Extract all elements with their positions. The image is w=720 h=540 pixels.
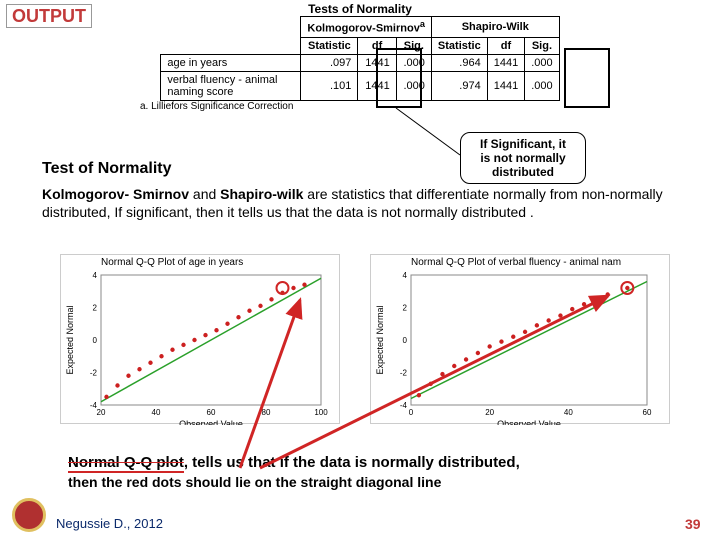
svg-text:20: 20 — [485, 408, 494, 417]
qq-plot-heading: Normal Q-Q plot, tells us that if the da… — [68, 454, 520, 471]
svg-text:Observed Value: Observed Value — [179, 419, 243, 425]
svg-text:-2: -2 — [90, 369, 98, 378]
svg-text:40: 40 — [152, 408, 161, 417]
svg-text:100: 100 — [314, 408, 328, 417]
svg-text:40: 40 — [564, 408, 573, 417]
sig-highlight-box — [376, 48, 422, 108]
svg-text:-2: -2 — [400, 369, 408, 378]
significance-callout: If Significant, it is not normally distr… — [460, 132, 586, 184]
svg-text:0: 0 — [403, 336, 408, 345]
svg-text:4: 4 — [403, 271, 408, 280]
normality-table-wrap: Tests of Normality Kolmogorov-Smirnova S… — [110, 2, 610, 112]
svg-text:Observed Value: Observed Value — [497, 419, 561, 425]
svg-text:80: 80 — [262, 408, 271, 417]
svg-text:0: 0 — [409, 408, 414, 417]
qq-plot-fluency: Normal Q-Q Plot of verbal fluency - anim… — [370, 254, 670, 424]
output-label: OUTPUT — [6, 4, 92, 28]
qq-plot-age: Normal Q-Q Plot of age in years 20406080… — [60, 254, 340, 424]
chart2-svg: 0 20 40 60 -4 -2 0 2 4 Expected Normal Observed Va… — [371, 255, 671, 425]
svg-text:-4: -4 — [400, 401, 408, 410]
svg-text:4: 4 — [93, 271, 98, 280]
svg-text:Expected Normal: Expected Normal — [375, 305, 385, 374]
table-row: verbal fluency - animal naming score.101… — [161, 71, 559, 100]
svg-text:0: 0 — [93, 336, 98, 345]
qq-plot-body-line2: then the red dots should lie on the stra… — [68, 474, 688, 490]
svg-text:60: 60 — [207, 408, 216, 417]
chart1-svg: 20 40 60 80 100 -4 -2 0 2 4 Expected Normal Observe… — [61, 255, 341, 425]
svg-text:-4: -4 — [90, 401, 98, 410]
university-logo — [12, 498, 46, 532]
svg-text:60: 60 — [643, 408, 652, 417]
footer-author: Negussie D., 2012 — [56, 516, 163, 531]
page-number: 39 — [685, 516, 701, 532]
svg-text:Expected Normal: Expected Normal — [65, 305, 75, 374]
table-footnote: a. Lilliefors Significance Correction — [140, 101, 610, 112]
svg-text:2: 2 — [403, 304, 408, 313]
svg-text:2: 2 — [93, 304, 98, 313]
table-title: Tests of Normality — [110, 2, 610, 16]
normality-table: Kolmogorov-Smirnova Shapiro-Wilk Statist… — [160, 16, 559, 101]
col-group-ks: Kolmogorov-Smirnova — [301, 17, 432, 38]
col-group-sw: Shapiro-Wilk — [431, 17, 559, 38]
explanatory-paragraph: Kolmogorov- Smirnov and Shapiro-wilk are… — [42, 186, 692, 221]
svg-text:20: 20 — [97, 408, 106, 417]
sig-highlight-box — [564, 48, 610, 108]
table-row: age in years.0971441.000.9641441.000 — [161, 54, 559, 71]
test-of-normality-heading: Test of Normality — [42, 160, 172, 178]
